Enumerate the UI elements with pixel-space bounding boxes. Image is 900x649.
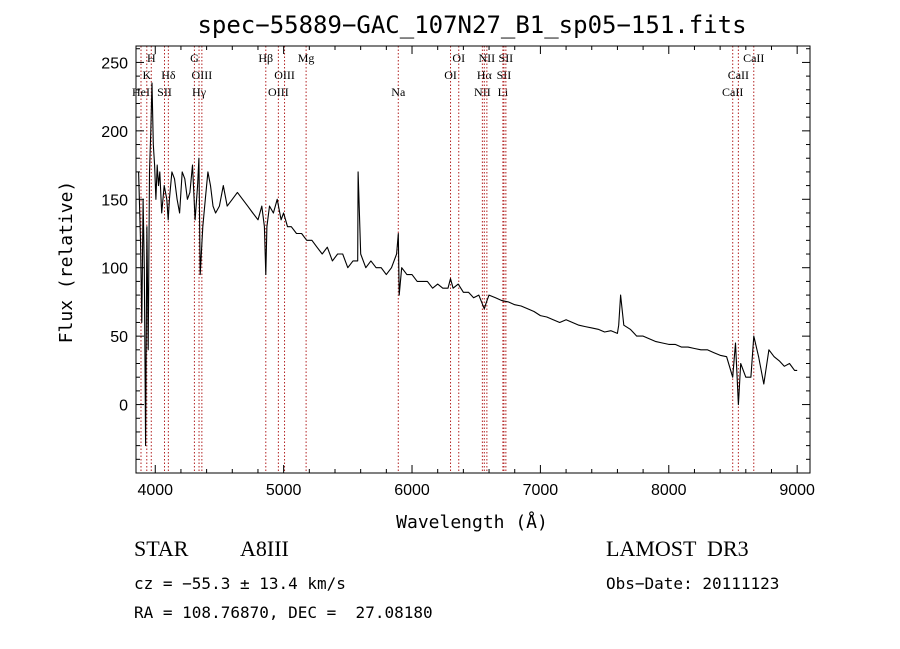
object-class: STAR (134, 536, 189, 561)
spectral-line-label: CaII (722, 85, 743, 99)
spectral-line-label: G (190, 51, 199, 65)
spectral-line-label: OIII (268, 85, 289, 99)
spectral-line-label: SII (497, 68, 512, 82)
flux-series-line (138, 82, 798, 447)
spectral-line-label: Mg (298, 51, 315, 65)
plot-frame (135, 45, 811, 474)
spectral-line-label: CaII (728, 68, 749, 82)
y-tick-label: 0 (119, 398, 128, 415)
spectral-line-label: Hβ (258, 51, 273, 65)
y-tick-label: 100 (101, 261, 128, 278)
spectral-line-label: OI (444, 68, 457, 82)
redshift-cz: cz = −55.3 ± 13.4 km/s (134, 574, 346, 593)
spectral-line-label: Hα (477, 68, 493, 82)
spectral-line-label: OIII (192, 68, 213, 82)
spectral-line-label: OIII (274, 68, 295, 82)
x-tick-label: 6000 (394, 482, 430, 499)
spectral-line-label: Li (498, 85, 509, 99)
spectral-line-label: NII (474, 85, 491, 99)
spectral-line-label: SII (499, 51, 514, 65)
chart-title: spec−55889−GAC_107N27_B1_sp05−151.fits (197, 11, 746, 39)
y-tick-label: 200 (101, 124, 128, 141)
spectral-line-label: HeI (132, 85, 150, 99)
x-tick-label: 4000 (137, 482, 173, 499)
spectral-line-label: NII (479, 51, 496, 65)
y-axis-label: Flux (relative) (56, 181, 77, 344)
spectral-line-label: SII (157, 85, 172, 99)
spectral-line-label: K (142, 68, 151, 82)
y-tick-label: 250 (101, 55, 128, 72)
x-tick-label: 8000 (651, 482, 687, 499)
x-tick-label: 7000 (523, 482, 559, 499)
spectral-line-label: H (147, 51, 156, 65)
observation-date: Obs−Date: 20111123 (606, 574, 780, 593)
y-tick-label: 150 (101, 192, 128, 209)
coordinates: RA = 108.76870, DEC = 27.08180 (134, 603, 433, 622)
y-tick-label: 50 (110, 329, 128, 346)
spectral-line-label: OI (452, 51, 465, 65)
spectral-line-label: CaII (743, 51, 764, 65)
survey-label: LAMOST DR3 (606, 536, 749, 561)
x-axis-label: Wavelength (Å) (396, 511, 548, 533)
x-tick-label: 5000 (266, 482, 302, 499)
x-tick-label: 9000 (779, 482, 815, 499)
spectral-line-label: Hδ (161, 68, 176, 82)
spectral-line-label: Na (391, 85, 406, 99)
object-subclass: A8III (240, 536, 289, 561)
spectral-line-label: Hγ (192, 85, 207, 99)
